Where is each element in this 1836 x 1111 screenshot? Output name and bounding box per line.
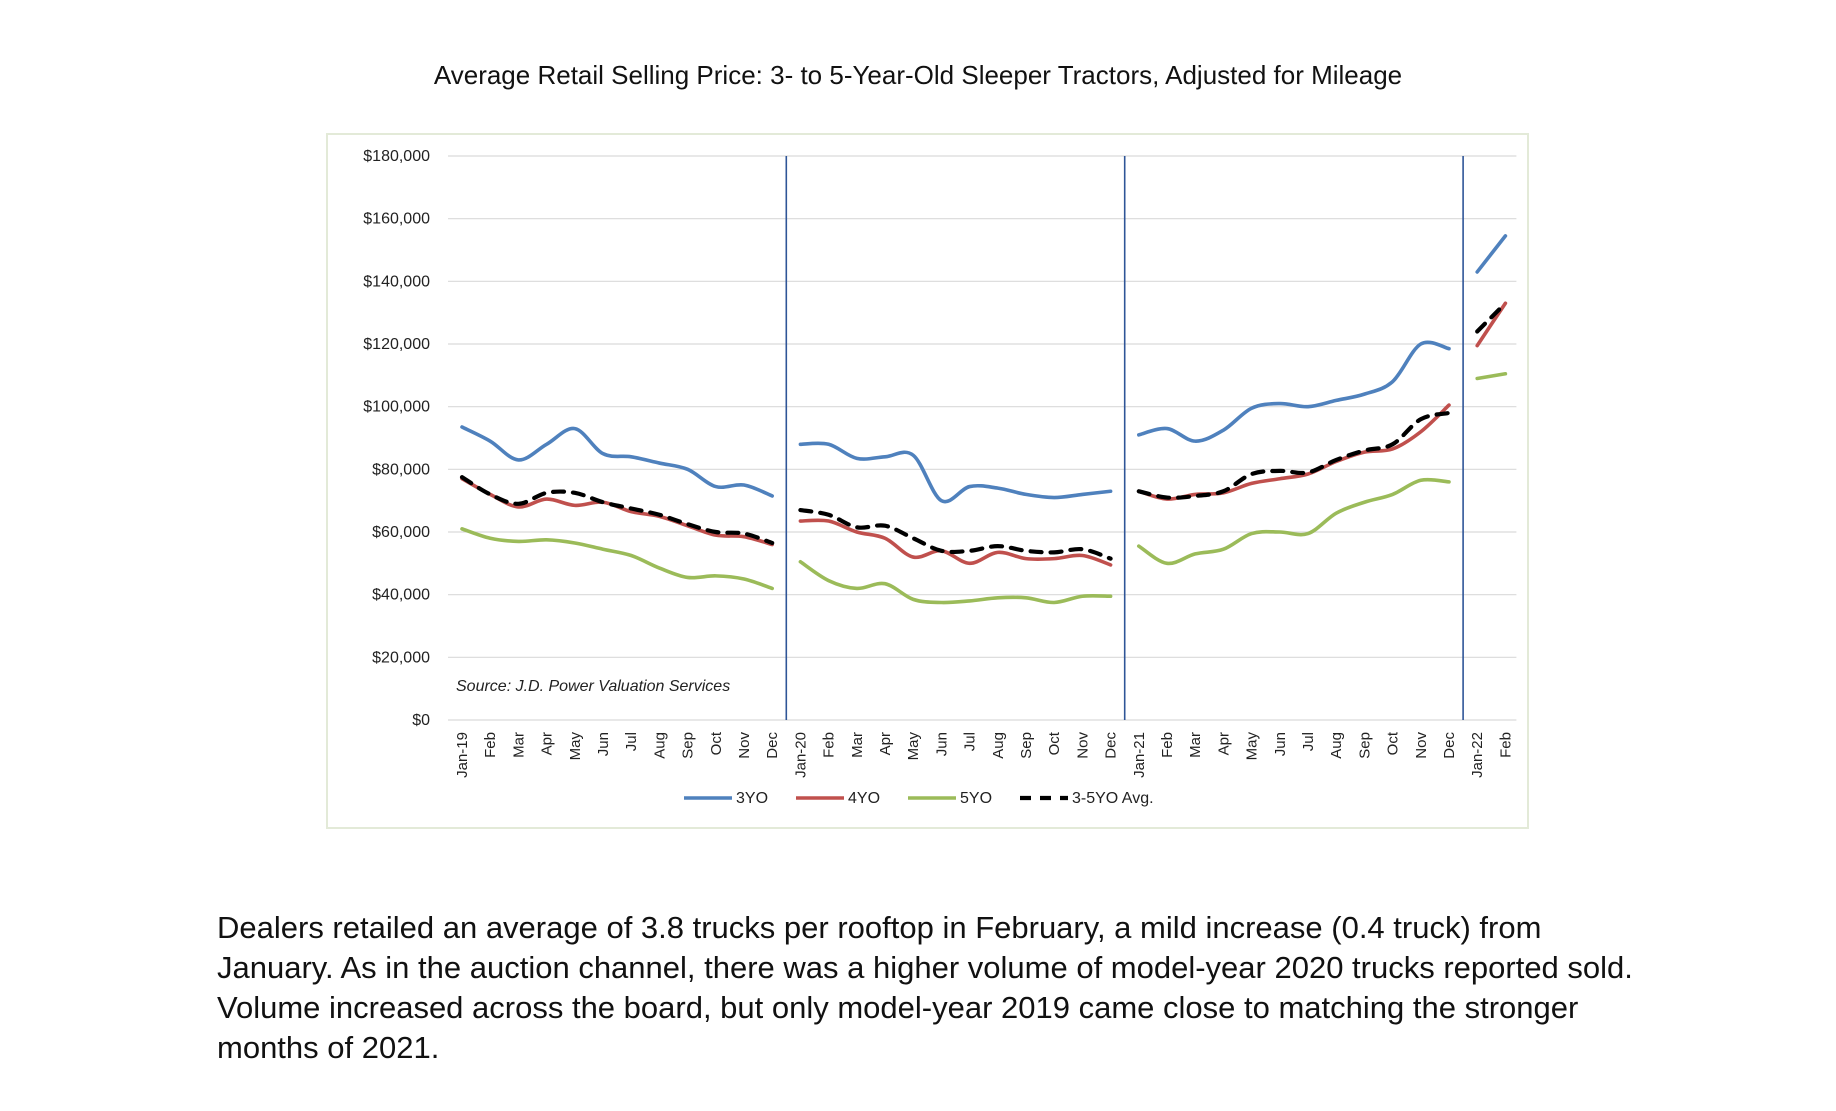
series-line-3-5yo-avg <box>1136 410 1452 500</box>
series-line-5yo <box>1475 371 1508 381</box>
x-tick-label: Dec <box>1441 732 1458 759</box>
series-line-3yo <box>460 425 774 498</box>
x-tick-label: Nov <box>1413 732 1430 759</box>
y-tick-label: $40,000 <box>372 587 430 604</box>
series-line-4yo <box>1475 301 1508 348</box>
x-tick-label: Oct <box>1046 731 1063 755</box>
y-tick-label: $180,000 <box>363 148 430 165</box>
x-tick-label: Dec <box>764 732 781 759</box>
series-line-3yo <box>798 441 1113 504</box>
x-tick-label: Nov <box>736 732 753 759</box>
series-line-3-5yo-avg <box>1475 301 1508 334</box>
series-line-3yo <box>1137 340 1451 443</box>
x-tick-label: Mar <box>1187 732 1204 758</box>
x-tick-label: Oct <box>1385 731 1402 755</box>
y-tick-label: $60,000 <box>372 524 430 541</box>
x-tick-label: Nov <box>1074 732 1091 759</box>
series-line-4yo <box>798 518 1113 567</box>
x-tick-label: Sep <box>1356 732 1373 759</box>
y-tick-label: $0 <box>412 712 430 729</box>
x-tick-label: May <box>905 732 922 761</box>
body-paragraph: Dealers retailed an average of 3.8 truck… <box>217 910 1633 1065</box>
series-line-5yo <box>1137 477 1451 566</box>
x-tick-label: Jul <box>1300 732 1317 751</box>
x-tick-label: Jun <box>595 732 612 756</box>
x-tick-label: Jan-22 <box>1469 732 1486 778</box>
x-tick-label: Dec <box>1103 732 1120 759</box>
y-tick-label: $80,000 <box>372 461 430 478</box>
x-tick-label: Aug <box>651 732 668 759</box>
y-tick-label: $140,000 <box>363 273 430 290</box>
x-tick-label: Jan-20 <box>792 732 809 778</box>
y-tick-label: $120,000 <box>363 336 430 353</box>
x-tick-label: Jul <box>962 732 979 751</box>
x-tick-label: Feb <box>482 732 499 758</box>
x-tick-label: Sep <box>680 732 697 759</box>
series-line-5yo <box>460 527 774 591</box>
legend-label-4yo: 4YO <box>848 790 880 807</box>
y-tick-label: $20,000 <box>372 649 430 666</box>
x-tick-label: Apr <box>1215 732 1232 755</box>
series-line-5yo <box>798 559 1113 605</box>
x-tick-label: Aug <box>990 732 1007 759</box>
x-tick-label: Jan-19 <box>454 732 471 778</box>
x-tick-label: Jan-21 <box>1131 732 1148 778</box>
x-tick-label: Feb <box>1497 732 1514 758</box>
chart-frame: $180,000 $160,000 $140,000 $120,000 $100,000… <box>326 133 1529 829</box>
x-tick-label: Feb <box>821 732 838 758</box>
x-tick-label: Apr <box>877 732 894 755</box>
x-tick-label: Sep <box>1018 732 1035 759</box>
y-tick-label: $100,000 <box>363 399 430 416</box>
price-line-chart: $180,000 $160,000 $140,000 $120,000 $100,000… <box>363 148 1517 807</box>
x-tick-label: Mar <box>510 732 527 758</box>
x-tick-label: Oct <box>708 731 725 755</box>
legend-label-3-5yo-avg: 3-5YO Avg. <box>1072 790 1154 807</box>
legend-label-5yo: 5YO <box>960 790 992 807</box>
x-tick-label: Mar <box>849 732 866 758</box>
x-tick-label: Jun <box>1272 732 1289 756</box>
legend-label-3yo: 3YO <box>736 790 768 807</box>
x-tick-label: May <box>567 732 584 761</box>
x-tick-label: Jul <box>623 732 640 751</box>
y-tick-label: $160,000 <box>363 211 430 228</box>
x-tick-label: Aug <box>1328 732 1345 759</box>
series-line-3-5yo-avg <box>798 507 1113 561</box>
x-tick-label: Jun <box>933 732 950 756</box>
x-tick-label: May <box>1244 732 1261 761</box>
series-line-3-5yo-avg <box>459 475 775 546</box>
source-note: Source: J.D. Power Valuation Services <box>456 678 730 695</box>
series-line-4yo <box>1137 403 1451 501</box>
chart-title: Average Retail Selling Price: 3- to 5-Ye… <box>433 60 1403 90</box>
series-line-3yo <box>1475 234 1508 274</box>
x-tick-label: Apr <box>539 732 556 755</box>
x-tick-label: Feb <box>1159 732 1176 758</box>
